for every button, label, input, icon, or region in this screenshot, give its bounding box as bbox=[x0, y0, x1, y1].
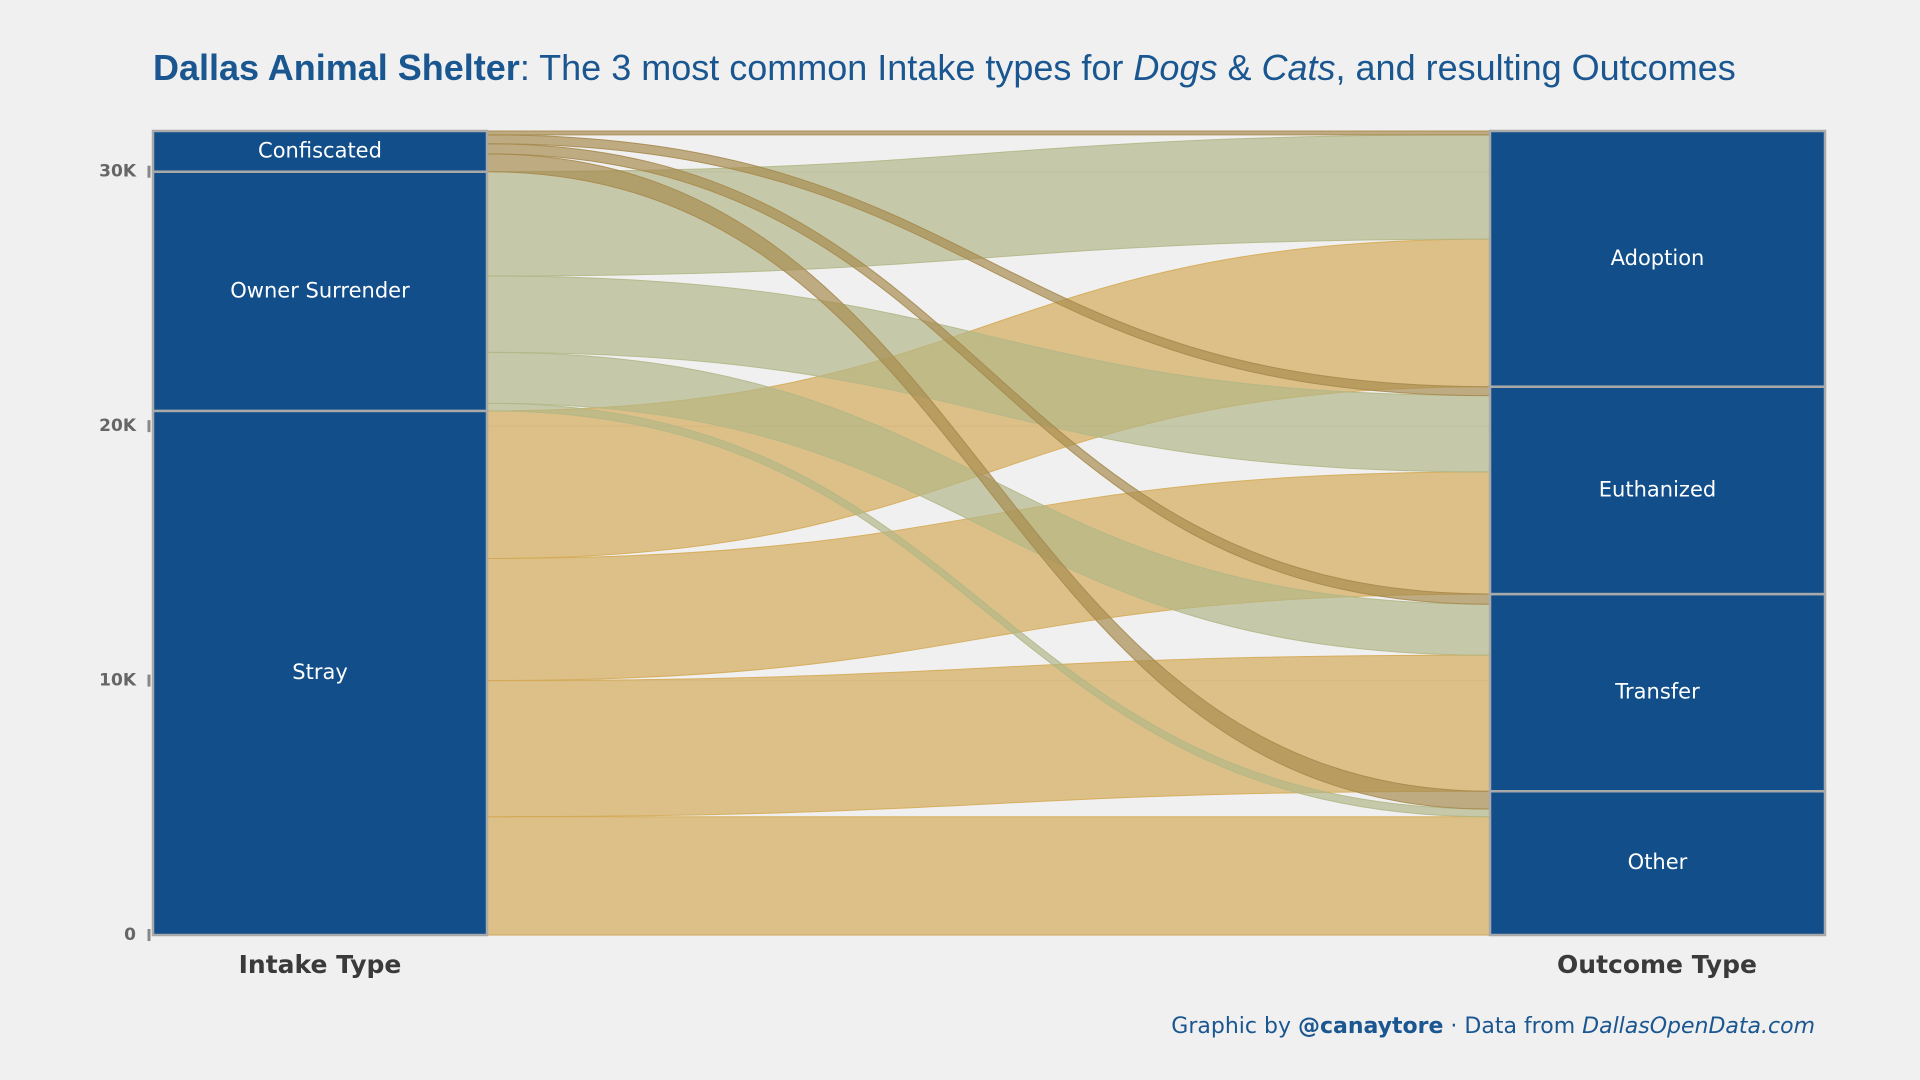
caption: Graphic by @canaytore · Data from Dallas… bbox=[1171, 1014, 1815, 1039]
text-part: & bbox=[1217, 47, 1261, 88]
text-part: DallasOpenData.com bbox=[1582, 1014, 1815, 1039]
stratum bbox=[1488, 789, 1827, 937]
text-part: Dallas Animal Shelter bbox=[153, 47, 520, 88]
stratum bbox=[1488, 129, 1827, 388]
y-tick-label: 10K bbox=[99, 671, 137, 691]
y-tick-label: 20K bbox=[99, 416, 137, 436]
y-tick-label: 0 bbox=[124, 925, 136, 945]
text-part: Dogs bbox=[1133, 47, 1217, 88]
stratum-label: Other bbox=[1628, 850, 1688, 874]
stratum-label: Stray bbox=[292, 660, 348, 684]
x-axis-label: Outcome Type bbox=[1557, 950, 1757, 979]
text-part: : The 3 most common Intake types for bbox=[520, 47, 1134, 88]
text-part: , and resulting Outcomes bbox=[1336, 47, 1736, 88]
stratum bbox=[1488, 592, 1827, 793]
stratum-label: Owner Surrender bbox=[230, 278, 410, 302]
stratum-label: Confiscated bbox=[258, 138, 382, 162]
stratum-label: Adoption bbox=[1611, 246, 1705, 270]
text-part: Graphic by bbox=[1171, 1014, 1298, 1039]
text-part: · Data from bbox=[1443, 1014, 1582, 1039]
flow bbox=[486, 654, 1491, 818]
stratum-label: Transfer bbox=[1614, 680, 1700, 704]
stratum bbox=[151, 170, 489, 413]
flow bbox=[486, 816, 1491, 936]
text-part: @canaytore bbox=[1298, 1014, 1443, 1039]
stratum bbox=[151, 409, 489, 937]
stratum-label: Euthanized bbox=[1599, 477, 1716, 501]
chart-title: Dallas Animal Shelter: The 3 most common… bbox=[153, 47, 1736, 88]
y-tick-label: 30K bbox=[99, 162, 137, 182]
flow bbox=[486, 130, 1491, 136]
stratum bbox=[151, 129, 489, 173]
x-axis-label: Intake Type bbox=[239, 950, 402, 979]
stratum bbox=[1488, 385, 1827, 596]
text-part: Cats bbox=[1261, 47, 1335, 88]
